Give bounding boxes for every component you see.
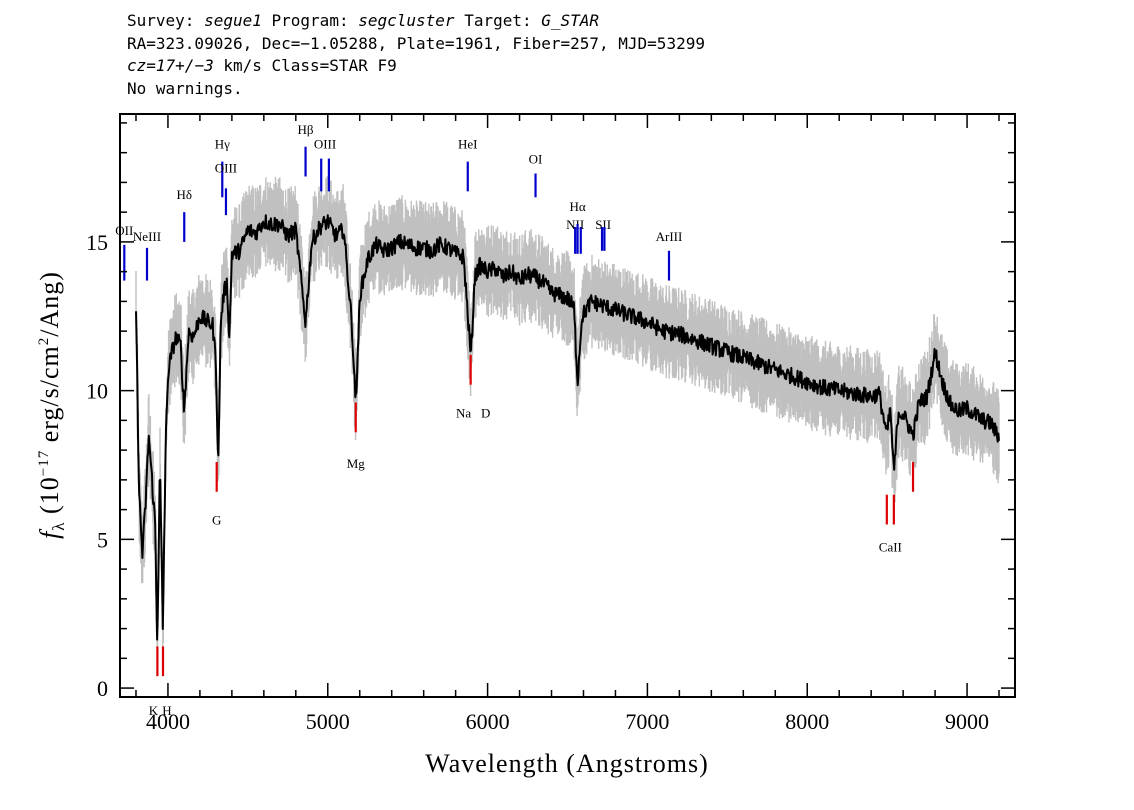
absorption-label: K — [149, 703, 159, 718]
emission-label: OIII — [314, 137, 336, 152]
x-tick-label: 4000 — [146, 709, 190, 734]
cz-label: cz= — [127, 56, 156, 75]
y-tick-label: 10 — [86, 379, 108, 404]
emission-label: OI — [529, 152, 543, 167]
error-band-layer — [135, 175, 1000, 667]
header-line-1: Survey: segue1 Program: segcluster Targe… — [127, 10, 705, 33]
error-band — [135, 175, 1000, 667]
emission-label: Hβ — [298, 122, 314, 137]
target-value: G_STAR — [541, 11, 600, 30]
x-tick-label: 5000 — [306, 709, 350, 734]
x-tick-label: 8000 — [785, 709, 829, 734]
x-tick-label: 7000 — [625, 709, 669, 734]
emission-label: SII — [595, 217, 611, 232]
x-tick-label: 6000 — [466, 709, 510, 734]
header-line-3: cz=17+/−3 km/s Class=STAR F9 — [127, 55, 705, 78]
flux-layer — [135, 214, 1000, 641]
emission-label: Hα — [569, 199, 585, 214]
spectrum-header: Survey: segue1 Program: segcluster Targe… — [127, 10, 705, 100]
emission-label: OII — [115, 223, 133, 238]
cz-value: 17+/−3 — [155, 56, 214, 75]
survey-value: segue1 — [204, 11, 262, 30]
y-axis-title: fλ (10−17 erg/s/cm2/Ang) — [35, 271, 68, 539]
emission-label: Hγ — [215, 137, 230, 152]
survey-label: Survey: — [127, 11, 195, 30]
emission-label: OIII — [215, 160, 237, 175]
axis-ticks: 4000 5000 6000 7000 8000 9000 0 5 10 15 — [86, 114, 1015, 734]
absorption-label: G — [212, 512, 221, 527]
program-value: segcluster — [358, 11, 455, 30]
absorption-label: Mg — [347, 456, 366, 471]
absorption-label: D — [481, 405, 490, 420]
y-tick-label: 15 — [86, 230, 108, 255]
y-tick-label: 0 — [97, 676, 108, 701]
flux-line — [135, 214, 1000, 641]
plot-frame — [119, 113, 1016, 698]
emission-label: NeIII — [133, 229, 161, 244]
emission-label: Hδ — [176, 187, 192, 202]
x-axis-title: Wavelength (Angstroms) — [425, 749, 708, 778]
absorption-label: Na — [456, 405, 471, 420]
absorption-label: CaII — [879, 539, 902, 554]
header-line-4: No warnings. — [127, 78, 243, 98]
x-tick-label: 9000 — [945, 709, 989, 734]
target-label: Target: — [464, 11, 532, 30]
emission-label: ArIII — [656, 229, 683, 244]
program-label: Program: — [271, 11, 349, 30]
header-line-2: RA=323.09026, Dec=−1.05288, Plate=1961, … — [127, 33, 705, 53]
y-tick-label: 5 — [97, 527, 108, 552]
absorption-label: H — [162, 703, 171, 718]
emission-label: HeI — [458, 137, 478, 152]
cz-class: km/s Class=STAR F9 — [213, 56, 397, 75]
